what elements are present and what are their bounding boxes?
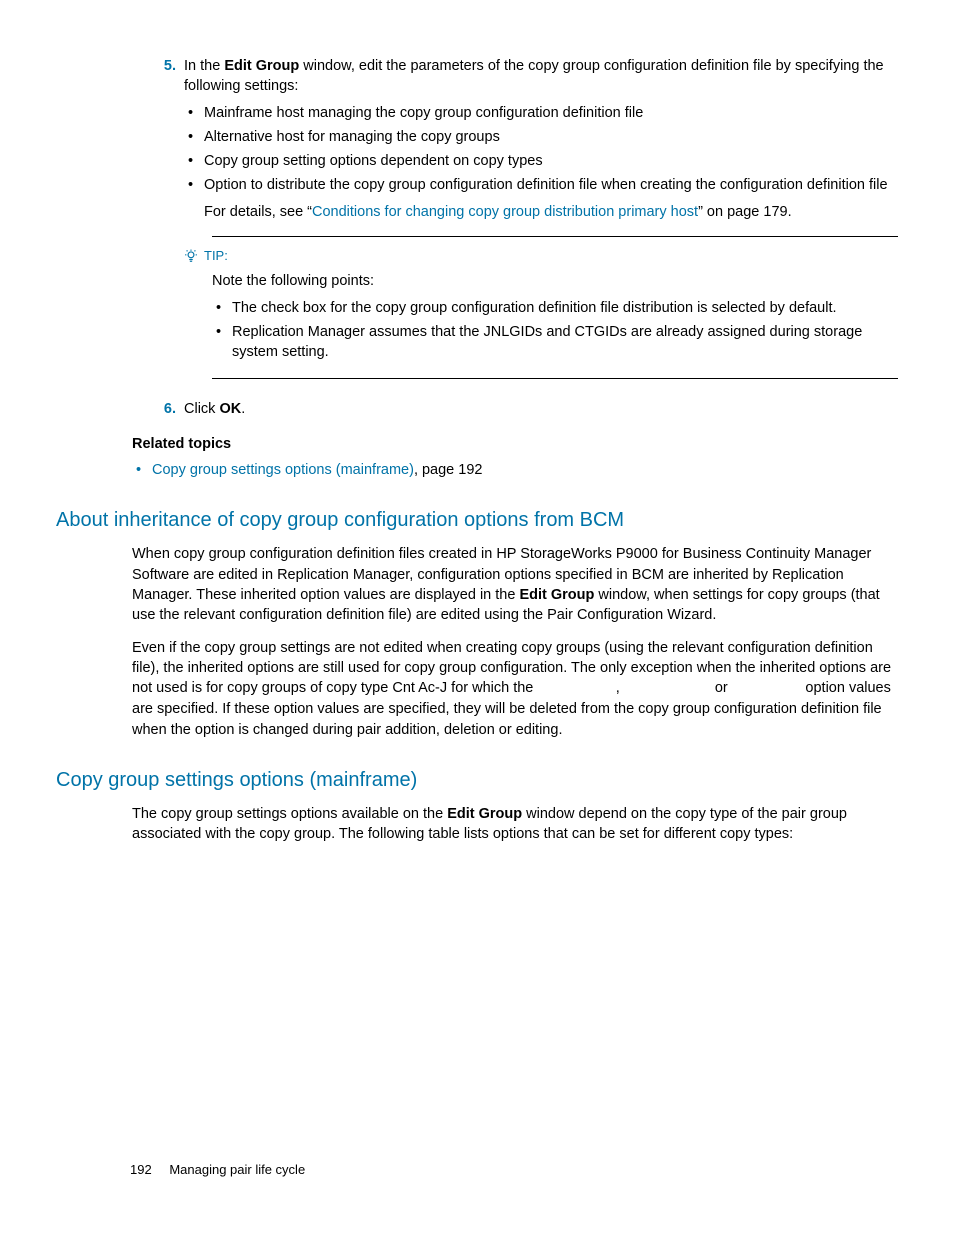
section-inheritance-heading: About inheritance of copy group configur…	[56, 506, 898, 534]
step-number-6: 6.	[156, 399, 184, 419]
step-6-body: Click OK.	[184, 399, 898, 419]
step-5: 5. In the Edit Group window, edit the pa…	[156, 56, 898, 393]
footer-title: Managing pair life cycle	[169, 1162, 305, 1177]
tip-box: TIP: Note the following points: The chec…	[212, 236, 898, 379]
step-5-text-a: In the	[184, 58, 224, 74]
conditions-link[interactable]: Conditions for changing copy group distr…	[312, 204, 698, 220]
section2-p1: The copy group settings options availabl…	[132, 804, 898, 845]
tip-heading: TIP:	[184, 247, 898, 265]
section-copy-group-heading: Copy group settings options (mainframe)	[56, 766, 898, 794]
tip-bullet-2: Replication Manager assumes that the JNL…	[212, 322, 898, 363]
page-content: 5. In the Edit Group window, edit the pa…	[0, 0, 954, 845]
tip-label: TIP:	[204, 247, 228, 265]
step-6-text-a: Click	[184, 401, 219, 417]
tip-bullet-1: The check box for the copy group configu…	[212, 298, 898, 318]
page-number: 192	[130, 1162, 152, 1177]
tip-lightbulb-icon	[184, 249, 198, 263]
related-topic-item: Copy group settings options (mainframe),…	[132, 460, 898, 480]
tip-bullets: The check box for the copy group configu…	[212, 298, 898, 363]
s1p2c: or	[711, 680, 732, 696]
step-number-5: 5.	[156, 56, 184, 393]
step-5-bullet-4b: For details, see “	[204, 204, 312, 220]
section-copy-group-body: The copy group settings options availabl…	[132, 804, 898, 845]
step-5-bullet-2: Alternative host for managing the copy g…	[184, 127, 898, 147]
step-5-bullets: Mainframe host managing the copy group c…	[184, 103, 898, 222]
step-6-bold: OK	[219, 401, 241, 417]
step-5-bullet-3: Copy group setting options dependent on …	[184, 151, 898, 171]
section-inheritance-body: When copy group configuration definition…	[132, 544, 898, 740]
related-topic-link[interactable]: Copy group settings options (mainframe)	[152, 462, 414, 478]
step-5-bold: Edit Group	[224, 58, 299, 74]
step-5-body: In the Edit Group window, edit the param…	[184, 56, 898, 393]
s1p2c3: MIRRORID	[732, 681, 802, 697]
s1p1bold: Edit Group	[519, 587, 594, 603]
related-topics-list: Copy group settings options (mainframe),…	[132, 460, 898, 480]
tip-note: Note the following points:	[212, 271, 898, 291]
s2p1a: The copy group settings options availabl…	[132, 806, 447, 822]
s1p2c2: ERRORLEVEL	[624, 681, 711, 697]
related-topics-heading: Related topics	[132, 434, 898, 454]
step-5-bullet-1: Mainframe host managing the copy group c…	[184, 103, 898, 123]
related-topics: Related topics Copy group settings optio…	[132, 434, 898, 481]
step-6-text-b: .	[241, 401, 245, 417]
related-topic-suffix: , page 192	[414, 462, 483, 478]
s1p2c1: PROT MODE	[537, 681, 615, 697]
step-5-bullet-4-detail: For details, see “Conditions for changin…	[204, 202, 898, 222]
step-5-bullet-4c: ” on page 179.	[698, 204, 792, 220]
section1-p2: Even if the copy group settings are not …	[132, 638, 898, 740]
section1-p1: When copy group configuration definition…	[132, 544, 898, 625]
s2p1bold: Edit Group	[447, 806, 522, 822]
step-5-bullet-4: Option to distribute the copy group conf…	[184, 175, 898, 222]
step-6: 6. Click OK.	[156, 399, 898, 419]
step-5-bullet-4a: Option to distribute the copy group conf…	[204, 175, 898, 195]
s1p2b: ,	[616, 680, 624, 696]
page-footer: 192 Managing pair life cycle	[130, 1161, 305, 1179]
